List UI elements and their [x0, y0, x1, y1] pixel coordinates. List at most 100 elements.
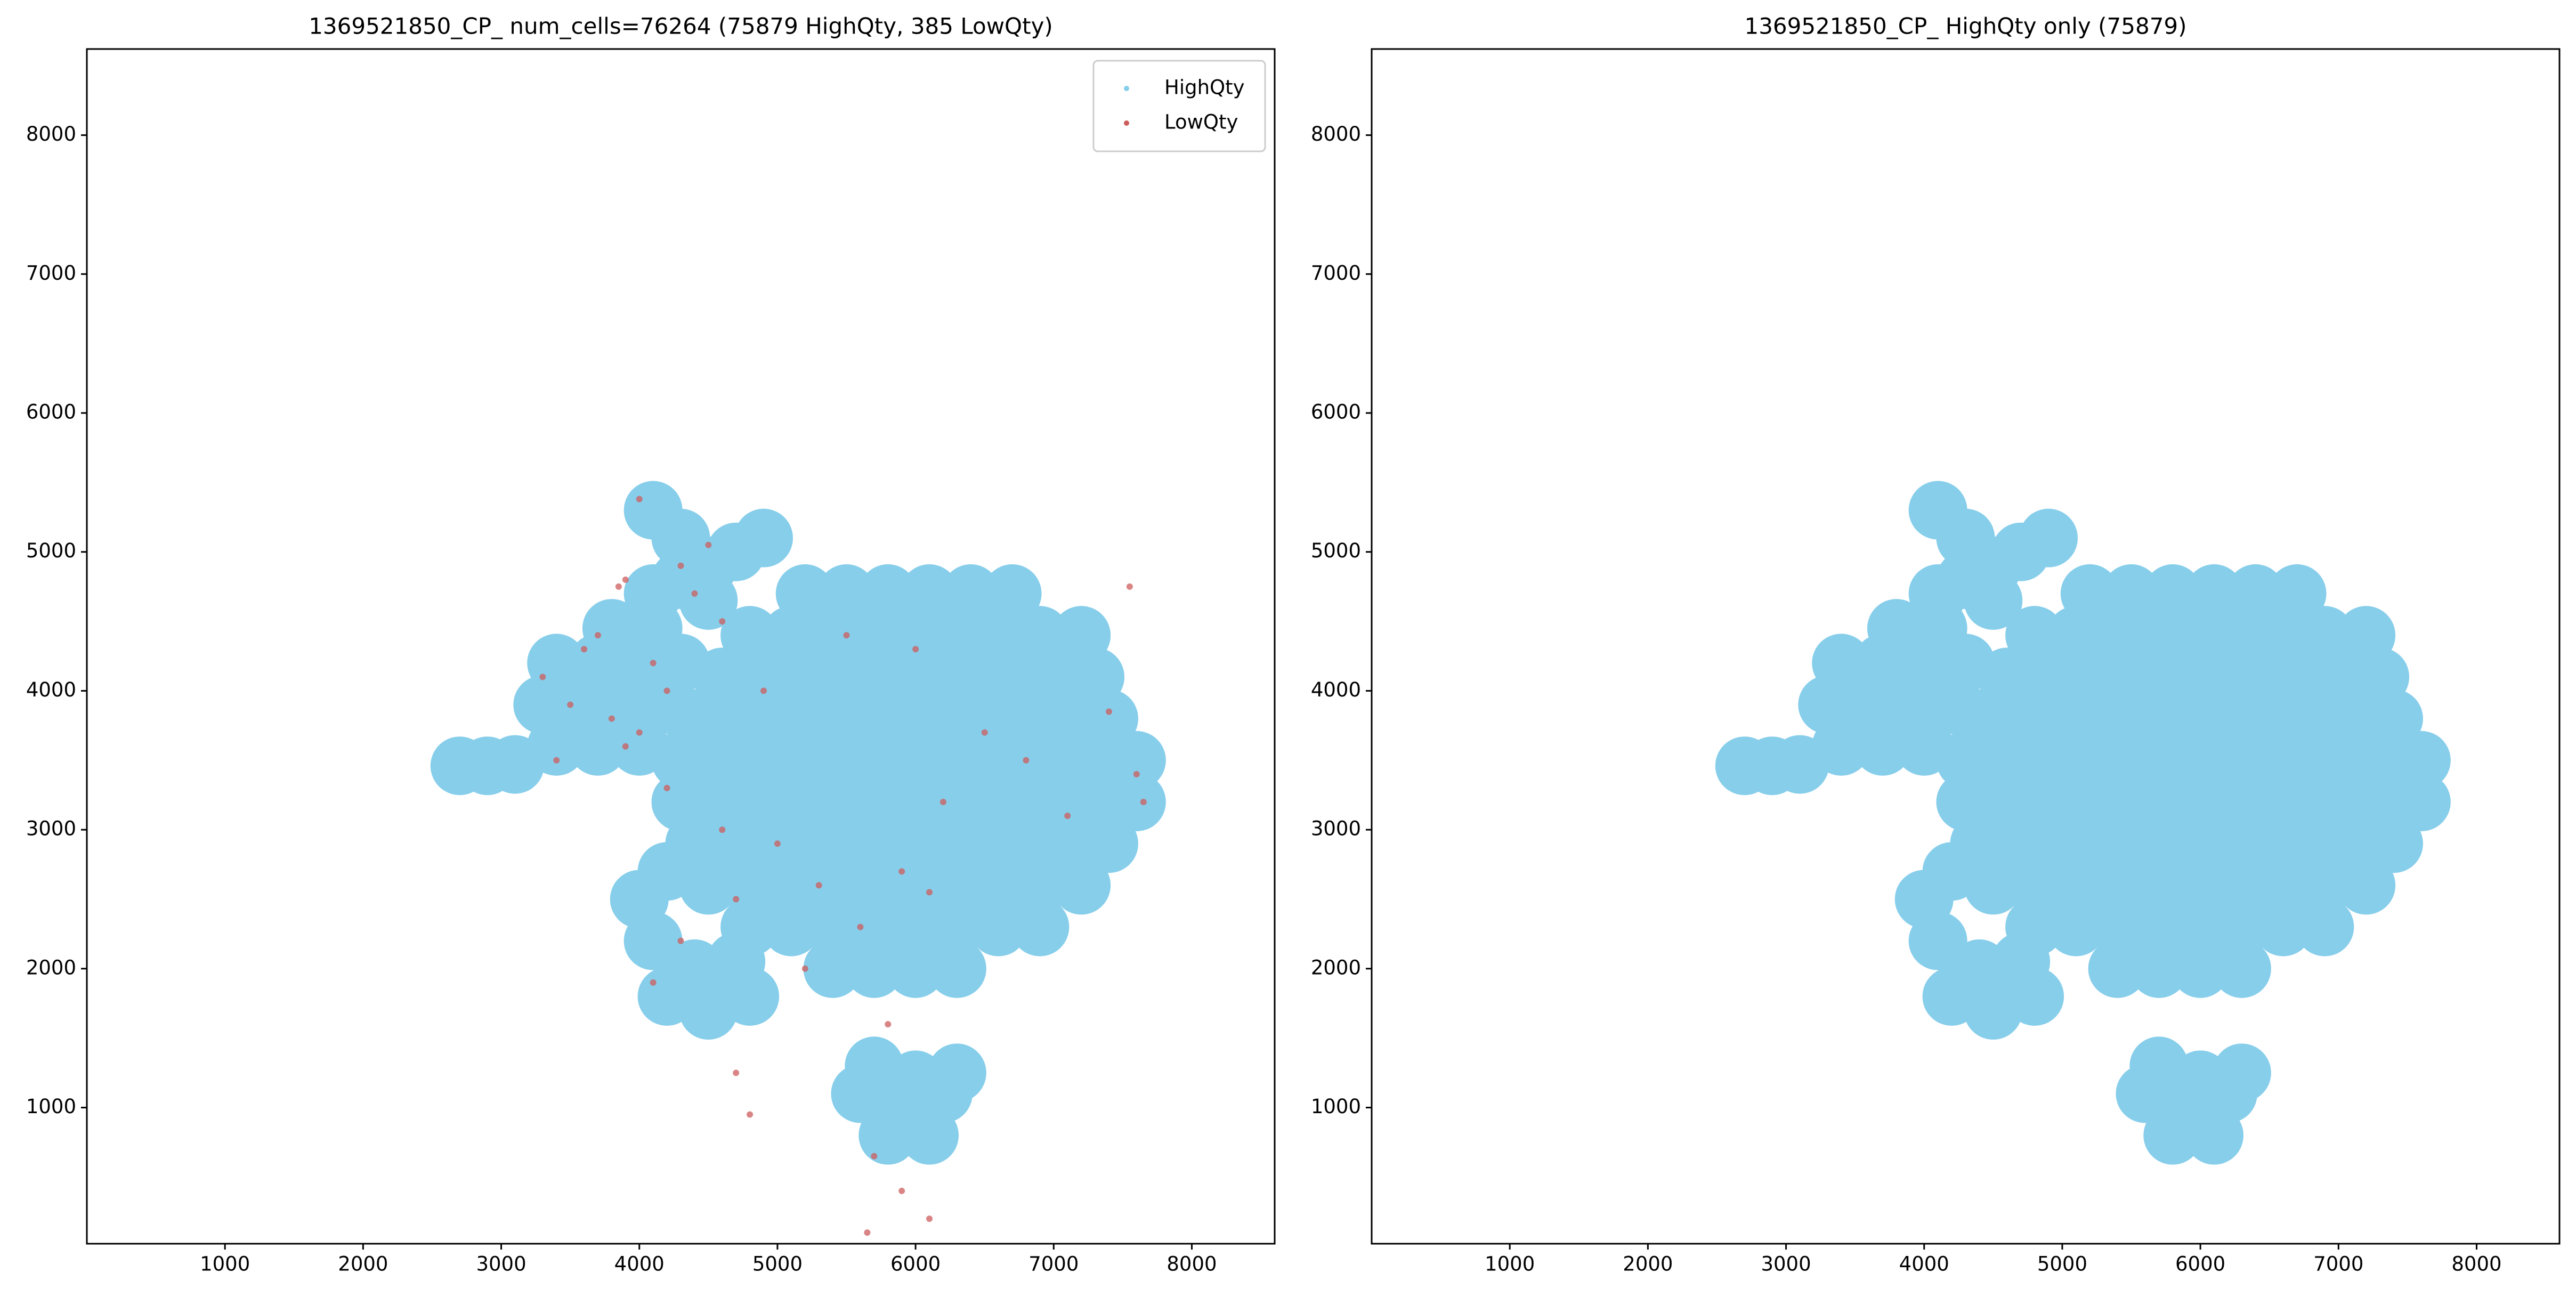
y-tick-label: 8000: [26, 123, 76, 145]
point: [707, 932, 766, 991]
point: [803, 897, 862, 956]
point: [2309, 772, 2368, 831]
point: [1010, 606, 1070, 665]
point: [747, 1111, 754, 1118]
point: [1064, 813, 1071, 820]
panel: 1369521850_CP_ HighQty only (75879) 1000 2…: [1311, 13, 2561, 1276]
point: [2267, 772, 2327, 831]
x-tick-label: 1000: [200, 1253, 250, 1276]
x-tick-label: 4000: [1899, 1253, 1949, 1276]
point: [582, 599, 641, 658]
point: [663, 784, 670, 791]
point: [858, 772, 918, 831]
point: [845, 939, 904, 998]
point: [733, 1069, 740, 1076]
point: [857, 923, 864, 930]
point: [2392, 731, 2451, 790]
point: [567, 701, 574, 708]
point: [2060, 564, 2119, 623]
y-tick-label: 4000: [26, 678, 76, 701]
plot-area: [1715, 481, 2451, 1165]
point: [663, 687, 670, 694]
point: [2129, 897, 2189, 956]
point: [693, 772, 752, 831]
x-tick-label: 7000: [2313, 1253, 2363, 1276]
point: [1812, 634, 1871, 693]
point: [900, 564, 959, 623]
point: [2019, 508, 2078, 568]
point: [608, 715, 615, 722]
point: [679, 571, 738, 630]
x-tick-label: 6000: [2175, 1253, 2225, 1276]
point: [983, 772, 1042, 831]
point: [1978, 772, 2037, 831]
legend-label: LowQty: [1164, 111, 1238, 134]
point: [2143, 772, 2202, 831]
point: [775, 772, 835, 831]
point: [2171, 897, 2230, 956]
axes-frame: [1371, 48, 2561, 1245]
point: [2392, 772, 2451, 831]
point: [775, 564, 835, 623]
plot-area: [430, 481, 1166, 1236]
point: [760, 687, 767, 694]
point: [637, 842, 696, 901]
x-tick-label: 8000: [2451, 1253, 2501, 1276]
legend-box: [1092, 60, 1266, 152]
point: [858, 564, 918, 623]
point: [636, 729, 643, 736]
point: [927, 897, 986, 956]
point: [926, 889, 933, 896]
point: [927, 939, 986, 998]
point: [969, 897, 1028, 956]
y-tick-label: 2000: [26, 956, 76, 979]
point: [1133, 771, 1140, 777]
point: [2212, 939, 2271, 998]
legend-marker: [1124, 86, 1129, 91]
point: [719, 618, 726, 625]
point: [2102, 772, 2161, 831]
axes-frame: [86, 48, 1276, 1245]
point: [2005, 606, 2064, 665]
point: [2351, 772, 2410, 831]
point: [815, 882, 822, 889]
point: [705, 541, 712, 548]
point: [898, 868, 905, 875]
x-tick-label: 8000: [1167, 1253, 1217, 1276]
point: [2143, 1106, 2202, 1165]
y-tick-label: 7000: [26, 262, 76, 285]
point: [817, 772, 876, 831]
y-tick-label: 6000: [26, 401, 76, 424]
x-tick-label: 3000: [476, 1253, 526, 1276]
x-tick-label: 3000: [1761, 1253, 1811, 1276]
point: [553, 757, 560, 764]
y-tick-label: 1000: [1311, 1095, 1361, 1118]
point: [2185, 772, 2244, 831]
point: [900, 1106, 959, 1165]
y-tick-label: 7000: [1311, 262, 1361, 285]
point: [1023, 757, 1030, 764]
x-tick-label: 2000: [338, 1253, 388, 1276]
point: [720, 606, 780, 665]
point: [581, 646, 588, 653]
point: [885, 1021, 892, 1028]
x-tick-label: 2000: [1623, 1253, 1673, 1276]
point: [622, 576, 629, 583]
point: [2171, 1050, 2230, 1109]
y-tick-label: 6000: [1311, 401, 1361, 424]
legend: HighQty LowQty: [1092, 60, 1266, 152]
point: [2226, 564, 2285, 623]
point: [636, 496, 643, 502]
point: [1908, 481, 1967, 540]
point: [858, 1106, 918, 1165]
point: [1052, 606, 1111, 665]
y-tick-label: 3000: [26, 817, 76, 840]
panel: 1369521850_CP_ num_cells=76264 (75879 Hi…: [26, 13, 1276, 1276]
point: [733, 896, 740, 903]
chart-title: 1369521850_CP_ num_cells=76264 (75879 Hi…: [309, 13, 1053, 39]
point: [801, 965, 808, 972]
point: [2088, 939, 2147, 998]
point: [1770, 735, 1829, 794]
x-tick-label: 1000: [1485, 1253, 1535, 1276]
point: [898, 1187, 905, 1194]
